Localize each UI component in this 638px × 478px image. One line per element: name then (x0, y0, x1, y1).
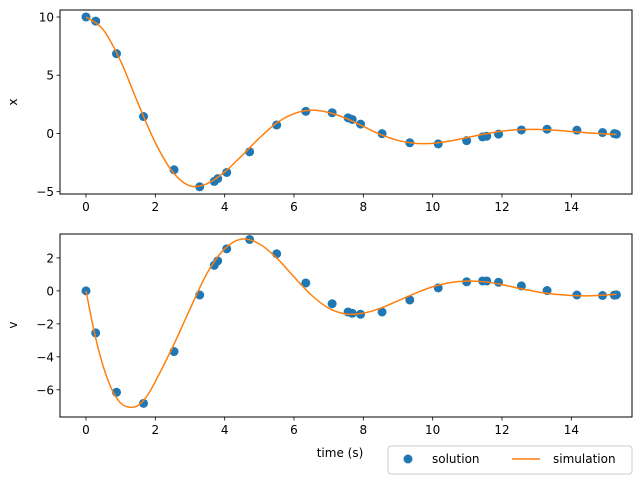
legend-solution-label: solution (432, 452, 480, 466)
legend-simulation-label: simulation (553, 452, 616, 466)
x-simulation-line (85, 16, 617, 188)
x-xtick-label: 4 (221, 200, 229, 214)
x-solution-point (81, 12, 91, 22)
v-xtick-label: 12 (494, 423, 509, 437)
v-solution-point (405, 295, 415, 305)
x-axis-ylabel: x (6, 98, 20, 105)
v-subplot-xticks: 0 2 4 6 8 10 12 14 (82, 417, 579, 437)
v-solution-point (81, 286, 91, 296)
x-ytick-label: −5 (36, 185, 54, 199)
v-solution-point (377, 307, 387, 317)
v-xtick-label: 14 (564, 423, 579, 437)
v-series-layer (81, 234, 621, 409)
v-solution-point (327, 299, 337, 309)
x-xtick-label: 0 (82, 200, 90, 214)
x-solution-point (433, 139, 443, 149)
v-simulation-line (85, 238, 617, 409)
v-ytick-label: −4 (36, 350, 54, 364)
x-solution-point (169, 165, 179, 175)
v-ytick-label: −6 (36, 383, 54, 397)
x-ytick-label: 5 (46, 69, 54, 83)
v-solution-point (482, 276, 492, 286)
x-solution-point (91, 16, 101, 26)
x-solution-point (272, 120, 282, 130)
v-solution-point (301, 278, 311, 288)
v-solution-point (347, 308, 357, 318)
x-solution-point (195, 182, 205, 192)
x-solution-point (222, 167, 232, 177)
v-ytick-label: 2 (46, 251, 54, 265)
x-ytick-label: 0 (46, 127, 54, 141)
x-subplot-yticks: −5 0 5 10 (36, 10, 60, 199)
v-axes-frame (59, 233, 633, 418)
v-xtick-label: 6 (290, 423, 298, 437)
v-subplot-yticks: −6 −4 −2 0 2 (36, 251, 60, 397)
time-axis-xlabel: time (s) (317, 446, 364, 460)
x-axes-frame (59, 9, 633, 195)
v-solution-point (222, 244, 232, 254)
x-xtick-label: 14 (564, 200, 579, 214)
x-xtick-label: 10 (425, 200, 440, 214)
x-subplot-xticks: 0 2 4 6 8 10 12 14 (82, 194, 579, 214)
v-solution-point (494, 277, 504, 287)
v-solution-point (139, 398, 149, 408)
v-axis-ylabel: v (6, 321, 20, 328)
v-ytick-label: −2 (36, 317, 54, 331)
x-xtick-label: 2 (152, 200, 160, 214)
subplot-x: 0 2 4 6 8 10 12 14 −5 0 5 10 x (6, 9, 633, 214)
x-ytick-label: 10 (39, 10, 54, 24)
legend-box (387, 445, 633, 475)
x-solution-point (572, 125, 582, 135)
subplot-v: 0 2 4 6 8 10 12 14 −6 −4 −2 0 2 v time (s) (6, 233, 633, 460)
x-xtick-label: 12 (494, 200, 509, 214)
v-ytick-label: 0 (46, 284, 54, 298)
v-solution-point (462, 277, 472, 287)
v-xtick-label: 0 (82, 423, 90, 437)
x-xtick-label: 8 (360, 200, 368, 214)
v-xtick-label: 10 (425, 423, 440, 437)
x-series-layer (81, 12, 621, 192)
legend-solution-marker (403, 454, 413, 464)
x-xtick-label: 6 (290, 200, 298, 214)
v-xtick-label: 8 (360, 423, 368, 437)
x-solution-point (598, 128, 608, 138)
v-xtick-label: 2 (152, 423, 160, 437)
v-xtick-label: 4 (221, 423, 229, 437)
legend: solution simulation (387, 445, 633, 475)
